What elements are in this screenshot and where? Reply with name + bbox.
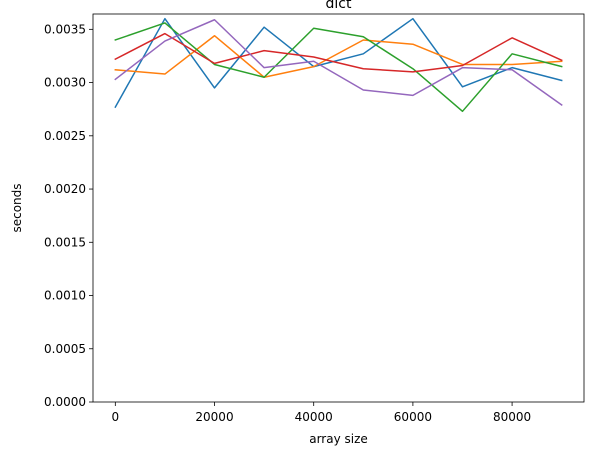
y-axis-label: seconds (10, 183, 24, 232)
y-tick-label: 0.0010 (44, 289, 86, 303)
series-line-4 (114, 32, 563, 73)
y-axis: 0.0000 0.0005 0.0010 0.0015 0.0020 0.0025 0.00… (44, 22, 93, 409)
x-tick-label: 20000 (195, 410, 233, 424)
x-axis-label: array size (309, 432, 368, 446)
y-tick-label: 0.0035 (44, 22, 86, 36)
y-tick-label: 0.0015 (44, 235, 86, 249)
y-tick-label: 0.0030 (44, 76, 86, 90)
x-tick-label: 60000 (394, 410, 432, 424)
series-line-1 (114, 17, 563, 109)
axes-frame (92, 13, 585, 403)
y-tick-label: 0.0000 (44, 395, 86, 409)
y-tick-label: 0.0020 (44, 182, 86, 196)
x-axis: 0 20000 40000 60000 80000 (111, 402, 531, 424)
chart-title: dict (326, 0, 352, 12)
series-line-5 (114, 19, 563, 106)
x-tick-label: 80000 (493, 410, 531, 424)
x-tick-label: 0 (111, 410, 119, 424)
y-tick-label: 0.0025 (44, 129, 86, 143)
series-layer (114, 17, 563, 113)
y-tick-label: 0.0005 (44, 342, 86, 356)
series-line-2 (114, 34, 563, 78)
series-line-3 (114, 22, 563, 113)
x-tick-label: 40000 (295, 410, 333, 424)
